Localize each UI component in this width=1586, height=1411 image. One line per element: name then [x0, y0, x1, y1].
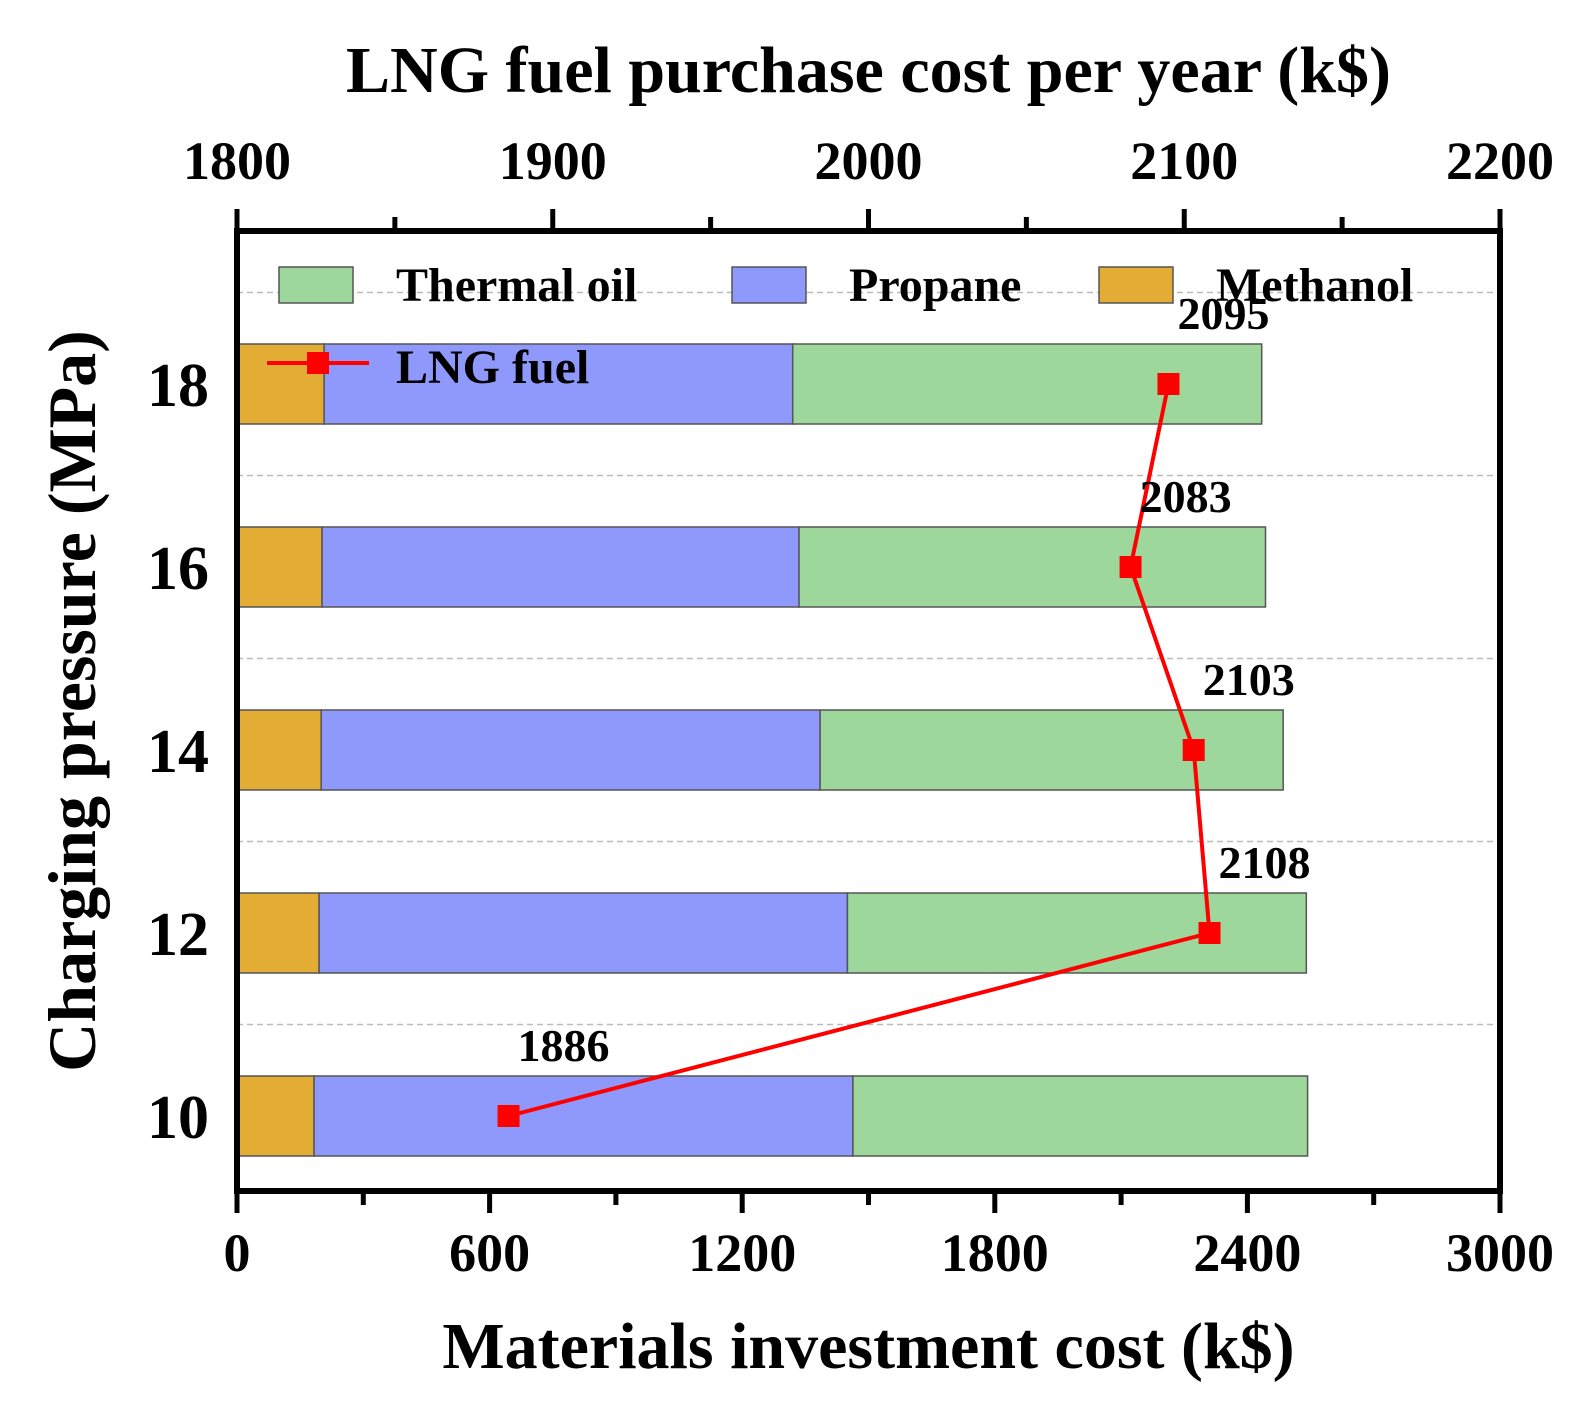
bottom-x-tick-label: 0 [224, 1223, 251, 1283]
legend-marker-lng-fuel [307, 352, 329, 374]
bar-methanol-14 [236, 709, 322, 791]
bar-propane-10 [313, 1075, 854, 1157]
x-axis-title: Materials investment cost (k$) [442, 1310, 1294, 1383]
lng-fuel-data-label-10: 1886 [518, 1020, 610, 1071]
bar-methanol-16 [236, 526, 323, 608]
bar-propane-18 [323, 343, 794, 425]
bar-thermal-oil-12 [846, 892, 1308, 974]
bar-methanol-12 [236, 892, 320, 974]
legend-swatch-thermal-oil [278, 266, 354, 304]
grid-lines [237, 291, 1500, 1026]
legend-label-lng-fuel: LNG fuel [396, 341, 589, 394]
top-x-tick-label: 2200 [1446, 131, 1554, 191]
bottom-x-tick-label: 600 [449, 1223, 530, 1283]
top-x-tick-label: 1800 [183, 131, 291, 191]
legend-label-propane: Propane [849, 259, 1021, 312]
stacked-bars [236, 343, 1309, 1157]
lng-fuel-marker-10 [497, 1105, 520, 1127]
legend-swatch-propane [731, 266, 807, 304]
legend-label-methanol: Methanol [1216, 259, 1413, 312]
lng-fuel-marker-18 [1157, 373, 1180, 395]
legend-swatch-methanol [1098, 266, 1174, 304]
lng-fuel-data-label-12: 2108 [1219, 837, 1311, 888]
bar-propane-16 [321, 526, 800, 608]
lng-fuel-line-series: 1886 2108 2103 2083 2095 [497, 288, 1311, 1127]
y-tick-label-10: 10 [147, 1084, 209, 1152]
top-x-tick-label: 2000 [815, 131, 923, 191]
lng-fuel-data-label-18: 2095 [1177, 288, 1269, 339]
bottom-x-tick-label: 3000 [1446, 1223, 1554, 1283]
bottom-x-tick-label: 1200 [688, 1223, 796, 1283]
bottom-x-tick-label: 1800 [941, 1223, 1049, 1283]
lng-fuel-marker-14 [1182, 739, 1205, 761]
top-x-tick-label: 1900 [499, 131, 607, 191]
top-x-axis-title: LNG fuel purchase cost per year (k$) [346, 34, 1391, 107]
bar-thermal-oil-18 [791, 343, 1263, 425]
lng-fuel-marker-16 [1119, 556, 1142, 578]
y-tick-label-16: 16 [147, 535, 209, 603]
bottom-x-tick-label: 2400 [1193, 1223, 1301, 1283]
y-tick-label-18: 18 [147, 352, 209, 420]
y-tick-label-12: 12 [147, 901, 209, 969]
lng-fuel-marker-12 [1198, 922, 1221, 944]
y-axis-title: Charging pressure (MPa) [34, 330, 110, 1072]
bar-thermal-oil-10 [852, 1075, 1309, 1157]
legend-label-thermal-oil: Thermal oil [396, 259, 637, 312]
y-tick-label-14: 14 [147, 718, 209, 786]
axis-ticks [234, 209, 1503, 1213]
bar-methanol-10 [236, 1075, 315, 1157]
bar-thermal-oil-14 [819, 709, 1284, 791]
lng-fuel-data-label-16: 2083 [1140, 471, 1232, 522]
top-x-tick-label: 2100 [1130, 131, 1238, 191]
legend: Thermal oil Propane Methanol LNG fuel [267, 259, 1413, 394]
bar-propane-14 [320, 709, 821, 791]
bar-propane-12 [318, 892, 849, 974]
lng-fuel-data-label-14: 2103 [1203, 654, 1295, 705]
tick-labels: 0 600 1200 1800 2400 3000 1800 1900 2000 2100 2200… [147, 131, 1554, 1283]
bar-thermal-oil-16 [798, 526, 1267, 608]
